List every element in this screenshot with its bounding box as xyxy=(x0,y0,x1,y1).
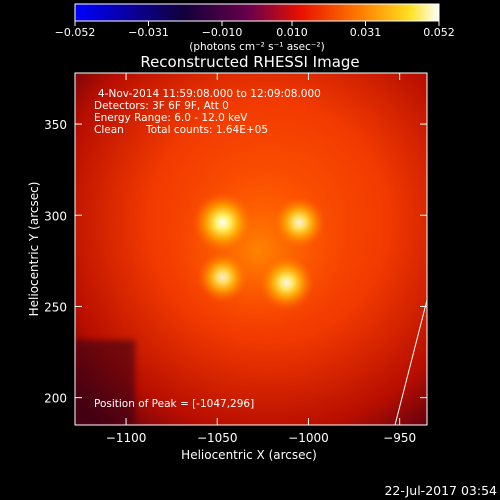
limb-line xyxy=(394,299,427,425)
x-tick-label: −1050 xyxy=(197,431,238,445)
x-tick-label: −950 xyxy=(383,431,416,445)
annotation-method: Clean xyxy=(94,124,124,136)
source-3 xyxy=(197,252,248,303)
axes: −1100 −1050 −1000 −950 200 250 300 350 xyxy=(44,73,427,445)
x-tick-label: −1000 xyxy=(288,431,329,445)
annotation-time-range: 4-Nov-2014 11:59:08.000 to 12:09:08.000 xyxy=(98,88,321,100)
y-tick-label: 350 xyxy=(44,118,67,132)
footer-timestamp: 22-Jul-2017 03:54 xyxy=(384,483,497,498)
source-layer xyxy=(167,166,348,337)
plot-frame xyxy=(74,72,428,426)
colorbar-tick-label: 0.010 xyxy=(276,26,308,39)
colorbar: −0.052 −0.031 −0.010 0.010 0.031 0.052 (photo… xyxy=(55,3,455,53)
image-dark-corner xyxy=(75,340,135,425)
source-1 xyxy=(192,192,253,253)
annotation-energy-range: Energy Range: 6.0 - 12.0 keV xyxy=(94,112,248,124)
colorbar-tick-label: −0.010 xyxy=(202,26,243,39)
source-halo xyxy=(167,166,348,337)
plot-area xyxy=(75,73,427,425)
source-4 xyxy=(258,255,315,311)
annotation-peak-position: Position of Peak = [-1047,296] xyxy=(94,398,254,410)
colorbar-tick-label: −0.052 xyxy=(55,26,96,39)
colorbar-tick-label: 0.052 xyxy=(423,26,455,39)
x-tick-label: −1100 xyxy=(106,431,147,445)
annotation-total-counts: Total counts: 1.64E+05 xyxy=(145,124,268,136)
annotation-detectors: Detectors: 3F 6F 9F, Att 0 xyxy=(94,100,229,112)
x-axis-label: Heliocentric X (arcsec) xyxy=(181,448,317,462)
annotations: 4-Nov-2014 11:59:08.000 to 12:09:08.000 … xyxy=(94,88,321,410)
chart-title: Reconstructed RHESSI Image xyxy=(140,53,359,71)
colorbar-ticks: −0.052 −0.031 −0.010 0.010 0.031 0.052 xyxy=(55,21,455,39)
colorbar-gradient xyxy=(74,3,440,22)
colorbar-unit-label: (photons cm⁻² s⁻¹ asec⁻²) xyxy=(189,41,324,53)
source-2 xyxy=(273,196,326,249)
y-tick-label: 250 xyxy=(44,300,67,314)
y-tick-label: 200 xyxy=(44,392,67,406)
y-tick-label: 300 xyxy=(44,209,67,223)
colorbar-tick-label: 0.031 xyxy=(350,26,382,39)
colorbar-tick-label: −0.031 xyxy=(128,26,169,39)
y-axis-label: Heliocentric Y (arcsec) xyxy=(27,182,41,317)
